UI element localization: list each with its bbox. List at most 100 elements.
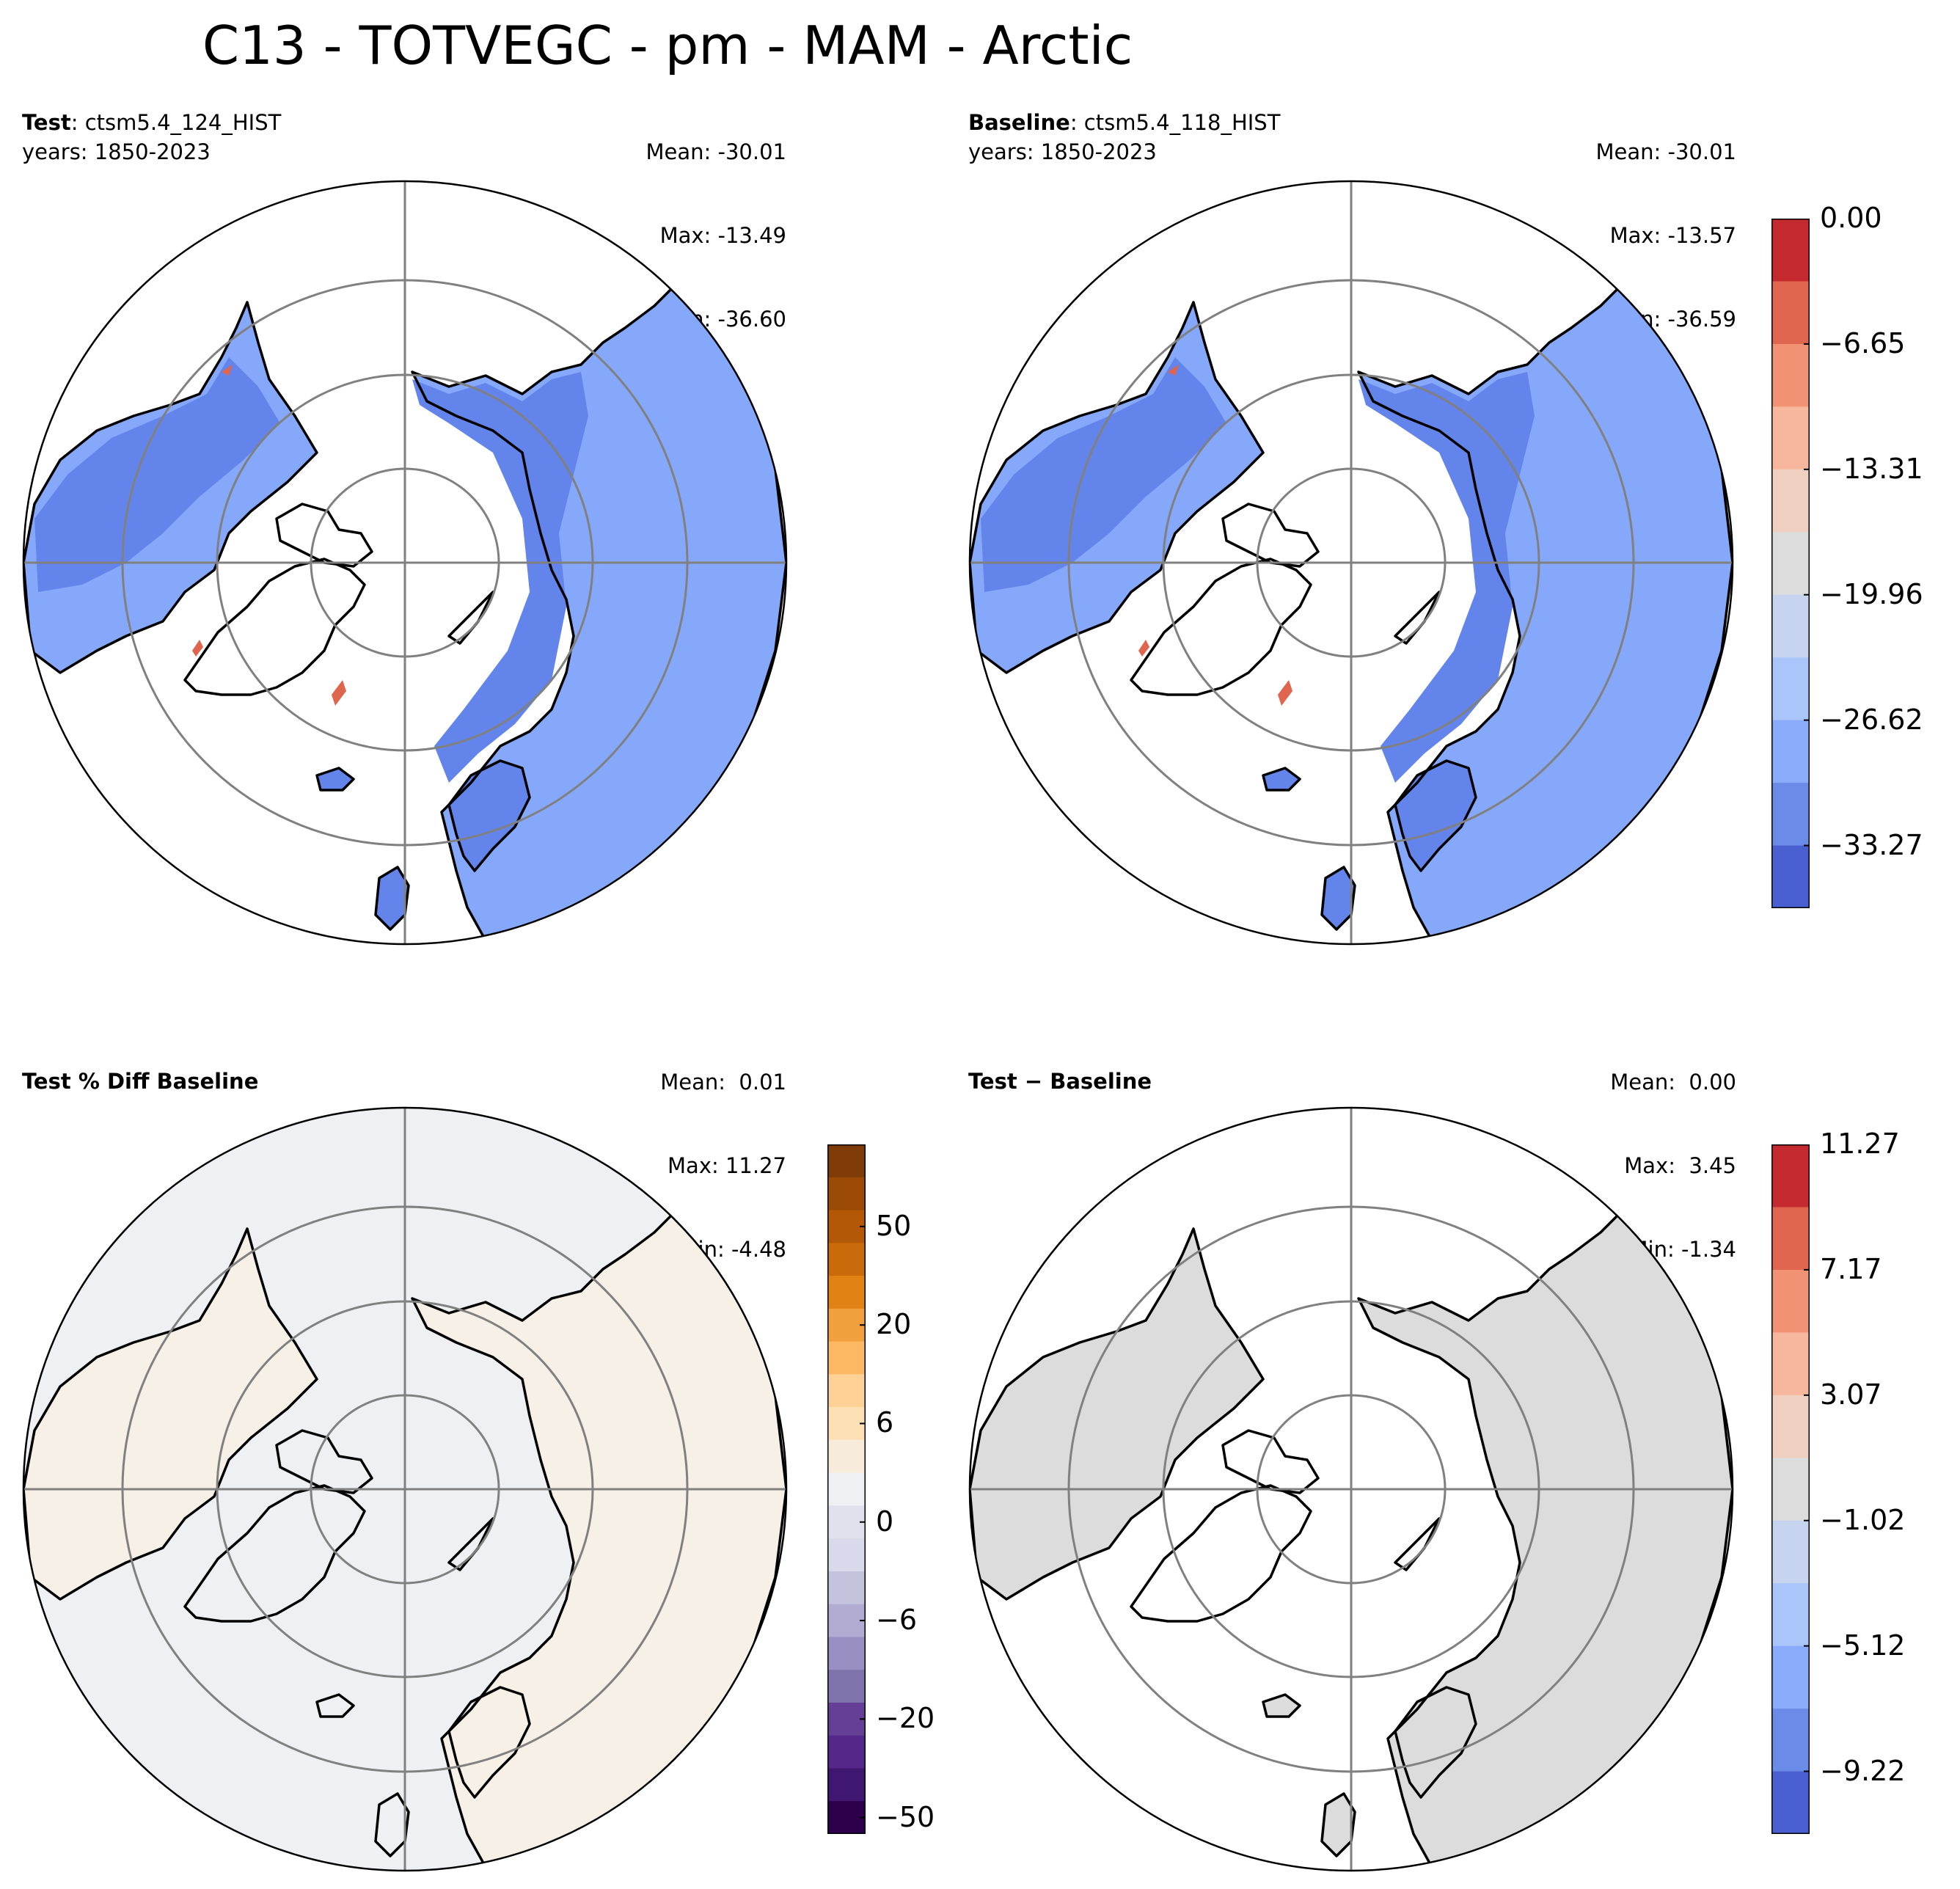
test-years: years: 1850-2023 <box>22 139 211 164</box>
uk-veg <box>376 867 409 929</box>
colorbar-segment <box>827 1210 866 1243</box>
test-map <box>22 180 788 946</box>
colorbar-tick-label: −26.62 <box>1820 703 1923 736</box>
north-america-fill <box>970 1229 1263 1599</box>
coastline <box>1394 591 1441 645</box>
coastline <box>23 301 318 674</box>
colorbar-segment <box>827 1439 866 1474</box>
colorbar-frame <box>1771 1144 1810 1834</box>
scandinavia-fill <box>1395 1687 1476 1797</box>
colorbar-frame <box>1771 219 1810 908</box>
north-america-fill <box>23 1229 317 1599</box>
colorbar-segment <box>1771 1771 1810 1834</box>
baseline-years: years: 1850-2023 <box>968 139 1157 164</box>
colorbar-segment <box>827 1735 866 1769</box>
map-boundary <box>22 1106 788 1872</box>
colorbar-tick-label: 11.27 <box>1820 1128 1900 1160</box>
colorbar-segment <box>1771 1458 1810 1521</box>
eurasia-inner-veg <box>1359 372 1535 783</box>
colorbar-segment <box>827 1670 866 1703</box>
colorbar-tick-label: −33.27 <box>1820 828 1923 861</box>
baseline-label-run: : ctsm5.4_118_HIST <box>1069 110 1281 135</box>
colorbar-segment <box>1771 219 1810 282</box>
coastline <box>1221 1429 1320 1494</box>
baseline-mean: Mean: -30.01 <box>1595 139 1737 164</box>
colorbar-segment <box>1771 1395 1810 1458</box>
coastline <box>1394 1517 1441 1571</box>
colorbar-segment <box>1771 783 1810 847</box>
colorbar-tick-label: −6 <box>876 1604 918 1637</box>
baseline-panel-label: Baseline: ctsm5.4_118_HIST <box>968 109 1280 136</box>
colorbar-segment <box>827 1801 866 1834</box>
colorbar-tick-label: 50 <box>876 1209 912 1242</box>
coastline <box>1262 767 1301 792</box>
scandinavia-veg <box>449 761 530 871</box>
coastline <box>970 1227 1265 1601</box>
figure-title: C13 - TOTVEGC - pm - MAM - Arctic <box>202 15 1133 76</box>
coastline <box>970 301 1265 674</box>
colorbar-segment <box>1771 281 1810 345</box>
colorbar-segment <box>827 1407 866 1441</box>
coastline <box>315 767 355 792</box>
map-boundary <box>968 1106 1734 1872</box>
colorbar-segment <box>1771 1520 1810 1584</box>
map-boundary <box>22 180 788 946</box>
pctdiff-mean: Mean: 0.01 <box>660 1070 786 1095</box>
pctdiff-map <box>22 1106 788 1872</box>
diff-mean: Mean: 0.00 <box>1610 1070 1736 1095</box>
greenland <box>185 559 365 695</box>
greenland <box>185 1486 365 1621</box>
test-label-run: : ctsm5.4_124_HIST <box>70 110 282 135</box>
diff-map <box>968 1106 1734 1872</box>
baseline-map <box>968 180 1734 946</box>
coastline <box>275 503 373 568</box>
colorbar-segment <box>1771 469 1810 533</box>
coastline <box>1394 1686 1477 1799</box>
coastline <box>315 1693 355 1718</box>
hotspot <box>222 365 233 376</box>
test-mean: Mean: -30.01 <box>646 139 787 164</box>
colorbar-segment <box>1771 1269 1810 1333</box>
colorbar-segment <box>827 1341 866 1375</box>
colorbar-tick-label: −20 <box>876 1702 935 1735</box>
test-label-bold: Test <box>22 110 71 135</box>
colorbar-segment <box>827 1505 866 1539</box>
colorbar-segment <box>827 1538 866 1572</box>
test-panel-label: Test: ctsm5.4_124_HIST <box>22 109 281 136</box>
colorbar-tick-label: 6 <box>876 1406 894 1439</box>
colorbar-segment <box>827 1472 866 1506</box>
coastline <box>183 558 366 696</box>
colorbar-tick-label: −19.96 <box>1820 577 1923 610</box>
colorbar-segment <box>1771 406 1810 470</box>
north-america-inner-veg <box>34 357 280 592</box>
diff-stats: Mean: 0.00 Max: 3.45 Min: -1.34 <box>1610 1012 1736 1291</box>
diff-max: Max: 3.45 <box>1624 1153 1736 1178</box>
colorbar-segment <box>827 1571 866 1605</box>
greenland <box>1131 559 1311 695</box>
hotspot <box>1278 680 1292 706</box>
colorbar-segment <box>1771 532 1810 596</box>
baseline-max: Max: -13.57 <box>1609 223 1736 248</box>
scandinavia-veg <box>1395 761 1476 871</box>
colorbar-tick-label: −6.65 <box>1820 326 1906 359</box>
coastline <box>447 1517 494 1571</box>
map-boundary <box>968 180 1734 946</box>
eurasia-fill <box>412 1174 786 1867</box>
colorbar-segment <box>827 1637 866 1670</box>
hotspot <box>192 640 203 657</box>
uk-fill <box>1322 1794 1355 1856</box>
colorbar-segment <box>827 1374 866 1408</box>
colorbar-tick-label: 7.17 <box>1820 1252 1882 1285</box>
coastline <box>275 1429 373 1494</box>
colorbar-segment <box>1771 1332 1810 1396</box>
colorbar-segment <box>827 1177 866 1211</box>
coastline <box>447 1686 531 1799</box>
hotspot <box>332 680 346 706</box>
pctdiff-colorbar <box>827 1144 866 1834</box>
coastline <box>447 759 531 872</box>
coastline <box>447 591 494 645</box>
pctdiff-panel-label: Test % Diff Baseline <box>22 1067 258 1095</box>
colorbar-segment <box>1771 1709 1810 1772</box>
baseline-label-bold: Baseline <box>968 110 1070 135</box>
colorbar-tick-label: 3.07 <box>1820 1378 1882 1411</box>
